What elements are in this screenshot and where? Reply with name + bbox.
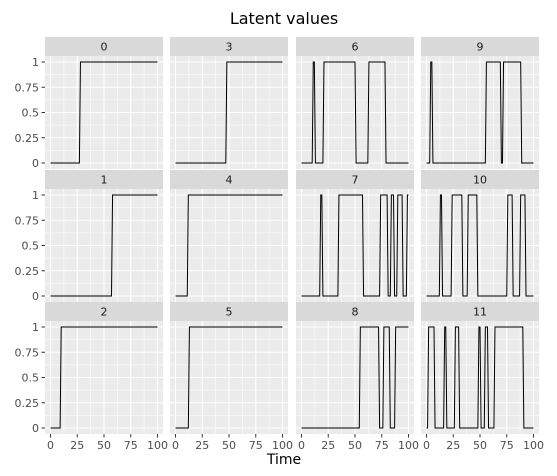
facet-strip	[170, 37, 288, 56]
x-tick-label: 75	[375, 439, 389, 452]
y-tick-label: 1	[32, 56, 39, 69]
facet-strip-label: 7	[352, 174, 359, 187]
x-axis-title: Time	[266, 452, 301, 468]
y-axis: 0 0.25 0.5 0.75 1 0 0.25 0.5 0.75 1 0 0.25 0.5 0.75 1	[15, 56, 45, 435]
y-tick-label: 1	[32, 189, 39, 202]
facet-panel: 6	[296, 37, 414, 169]
series-line	[175, 61, 283, 164]
x-tick-label: 25	[195, 439, 209, 452]
facet-strip	[170, 302, 288, 321]
x-tick-label: 75	[500, 439, 514, 452]
facet-panel: 1	[45, 170, 163, 302]
x-tick-label: 50	[348, 439, 362, 452]
facet-strip	[421, 37, 539, 56]
facet-strip-label: 8	[352, 306, 359, 319]
y-tick-label: 1	[32, 321, 39, 334]
facet-strip-label: 0	[101, 41, 108, 54]
facet-strip	[45, 37, 163, 56]
facet-panel: 4	[170, 170, 288, 302]
series-line	[50, 61, 158, 164]
y-tick-label: 0	[32, 157, 39, 170]
series-line	[175, 326, 283, 429]
facet-strip	[296, 302, 414, 321]
series-line	[301, 194, 409, 297]
facet-panel: 2	[45, 302, 163, 434]
y-tick-label: 0.5	[22, 107, 40, 120]
facet-strip	[45, 170, 163, 189]
y-tick-label: 0.25	[15, 265, 40, 278]
x-tick-label: 100	[523, 439, 544, 452]
series-line	[301, 61, 409, 164]
x-tick-label: 75	[249, 439, 263, 452]
facet-strip	[296, 170, 414, 189]
x-tick-label: 25	[70, 439, 84, 452]
y-tick-label: 0.75	[15, 346, 40, 359]
facet-panel: 0	[45, 37, 163, 169]
x-axis: 0 25 50 75 100 0 25 50 75 100 0 25 50 75 100 0 25 50 75 100	[47, 434, 544, 452]
facet-strip-label: 3	[226, 41, 233, 54]
facet-panel: 9	[421, 37, 539, 169]
facet-strip	[421, 302, 539, 321]
x-tick-label: 0	[47, 439, 54, 452]
x-tick-label: 0	[298, 439, 305, 452]
facet-panel: 10	[421, 170, 539, 302]
x-tick-label: 50	[473, 439, 487, 452]
y-tick-label: 0.25	[15, 397, 40, 410]
facet-strip-label: 5	[226, 306, 233, 319]
facet-panels: 0 1 2 3 4 5 6 7 8 9 10 11	[45, 37, 539, 434]
facet-panel: 5	[170, 302, 288, 434]
x-tick-label: 50	[222, 439, 236, 452]
x-tick-label: 0	[423, 439, 430, 452]
x-tick-label: 0	[172, 439, 179, 452]
y-tick-label: 0	[32, 290, 39, 303]
facet-strip-label: 10	[473, 174, 487, 187]
y-tick-label: 0.75	[15, 81, 40, 94]
facet-strip-label: 4	[226, 174, 233, 187]
facet-panel: 3	[170, 37, 288, 169]
series-line	[50, 326, 158, 429]
x-tick-label: 100	[398, 439, 419, 452]
facet-strip-label: 2	[101, 306, 108, 319]
y-tick-label: 0.25	[15, 132, 40, 145]
facet-strip	[421, 170, 539, 189]
x-tick-label: 100	[272, 439, 293, 452]
facet-strip	[45, 302, 163, 321]
facet-panel: 11	[421, 302, 539, 434]
facet-strip-label: 9	[477, 41, 484, 54]
facet-panel: 7	[296, 170, 414, 302]
series-line	[301, 326, 409, 429]
facet-strip-label: 1	[101, 174, 108, 187]
facet-strip	[170, 170, 288, 189]
x-tick-label: 100	[147, 439, 168, 452]
y-tick-label: 0.5	[22, 372, 40, 385]
x-tick-label: 75	[124, 439, 138, 452]
series-line	[175, 194, 283, 297]
series-line	[426, 326, 534, 429]
facet-strip-label: 11	[473, 306, 487, 319]
x-tick-label: 50	[97, 439, 111, 452]
y-tick-label: 0.75	[15, 214, 40, 227]
x-tick-label: 25	[321, 439, 335, 452]
facet-panel: 8	[296, 302, 414, 434]
y-tick-label: 0.5	[22, 240, 40, 253]
y-tick-label: 0	[32, 422, 39, 435]
x-tick-label: 25	[446, 439, 460, 452]
series-line	[50, 194, 158, 297]
series-line	[426, 61, 534, 164]
series-line	[426, 194, 534, 297]
facet-strip	[296, 37, 414, 56]
chart-title: Latent values	[230, 9, 338, 28]
facet-strip-label: 6	[352, 41, 359, 54]
